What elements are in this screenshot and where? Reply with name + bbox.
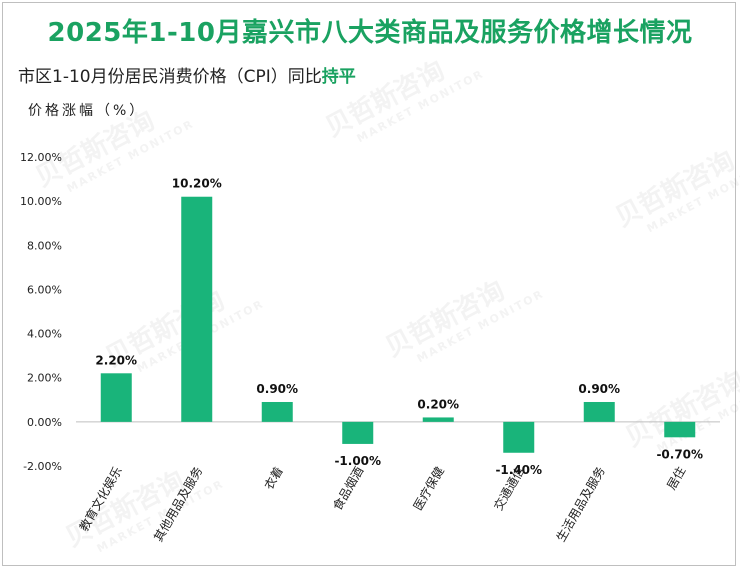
y-tick-label: 0.00% xyxy=(27,416,62,429)
bar xyxy=(261,401,293,422)
y-axis-label: 价格涨幅（%） xyxy=(28,103,147,119)
bar xyxy=(664,421,696,438)
data-label: 0.90% xyxy=(578,382,620,396)
y-tick-label: 4.00% xyxy=(27,328,62,341)
category-label: 其他用品及服务 xyxy=(150,464,205,544)
bar xyxy=(583,401,615,422)
data-label: -1.40% xyxy=(495,463,542,477)
y-tick-label: 12.00% xyxy=(20,151,62,164)
subtitle-accent: 持平 xyxy=(321,67,356,87)
category-label: 食品烟酒 xyxy=(329,464,366,513)
data-label: -0.70% xyxy=(656,447,703,461)
category-label: 医疗保健 xyxy=(411,464,447,513)
y-tick-label: -2.00% xyxy=(23,460,62,473)
bar xyxy=(422,417,454,422)
bar xyxy=(100,373,132,422)
data-label: 2.20% xyxy=(95,353,137,367)
bar xyxy=(342,421,374,444)
data-label: 0.20% xyxy=(417,397,459,411)
y-tick-label: 10.00% xyxy=(20,195,62,208)
chart-title: 2025年1-10月嘉兴市八大类商品及服务价格增长情况 xyxy=(47,18,693,48)
chart-subtitle: 市区1-10月份居民消费价格（CPI）同比持平 xyxy=(18,62,356,87)
category-label: 教育文化娱乐 xyxy=(76,464,125,534)
data-label: -1.00% xyxy=(334,454,381,468)
data-label: 0.90% xyxy=(256,382,298,396)
category-label: 生活用品及服务 xyxy=(553,464,608,544)
bar xyxy=(503,421,535,453)
category-label: 衣着 xyxy=(261,464,286,492)
subtitle-text: 市区1-10月份居民消费价格（CPI）同比 xyxy=(18,67,322,87)
y-tick-label: 2.00% xyxy=(27,372,62,385)
y-tick-label: 6.00% xyxy=(27,283,62,296)
data-label: 10.20% xyxy=(172,177,222,191)
y-tick-label: 8.00% xyxy=(27,239,62,252)
category-label: 居住 xyxy=(664,464,688,492)
bar xyxy=(181,196,213,422)
